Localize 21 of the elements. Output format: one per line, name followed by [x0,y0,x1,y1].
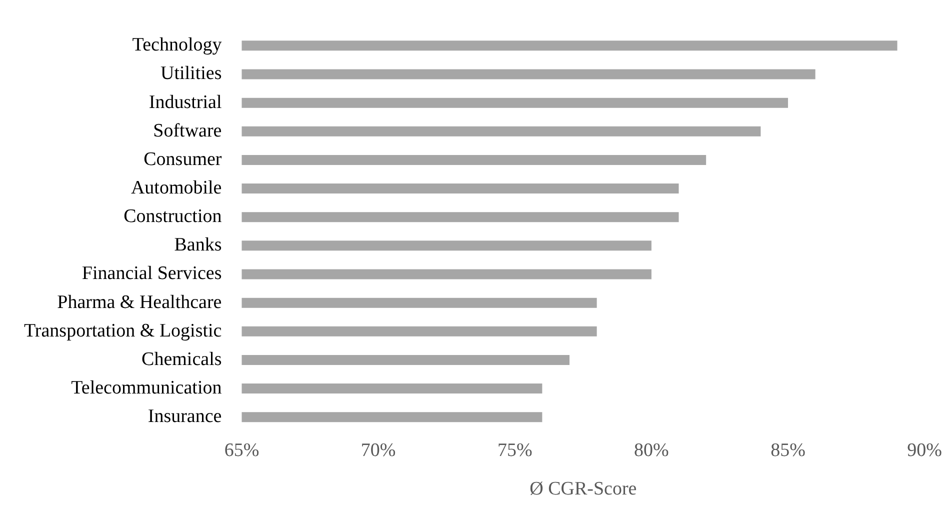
x-tick-label: 85% [770,440,806,461]
y-tick-label: Transportation & Logistic [24,320,222,342]
y-tick-label: Consumer [144,148,222,170]
y-tick-label: Construction [124,206,222,228]
y-tick-label: Financial Services [82,263,222,284]
x-tick-label: 75% [497,440,532,461]
x-tick-label: 80% [634,440,670,461]
x-tick-label: 90% [907,440,942,461]
y-tick-label: Pharma & Healthcare [57,292,222,313]
y-tick-label: Telecommunication [71,378,222,399]
y-tick-label: Industrial [148,92,222,113]
y-tick-label: Banks [174,234,222,256]
y-tick-label: Software [153,120,222,142]
y-tick-label: Automobile [130,178,222,199]
y-tick-label: Utilities [160,63,222,84]
y-tick-label: Insurance [148,406,222,428]
y-tick-label: Chemicals [142,348,222,370]
x-axis-title: Ø CGR-Score [530,478,637,500]
x-tick-label: 70% [360,440,396,461]
y-tick-label: Technology [132,34,222,56]
x-tick-label: 65% [224,440,260,461]
